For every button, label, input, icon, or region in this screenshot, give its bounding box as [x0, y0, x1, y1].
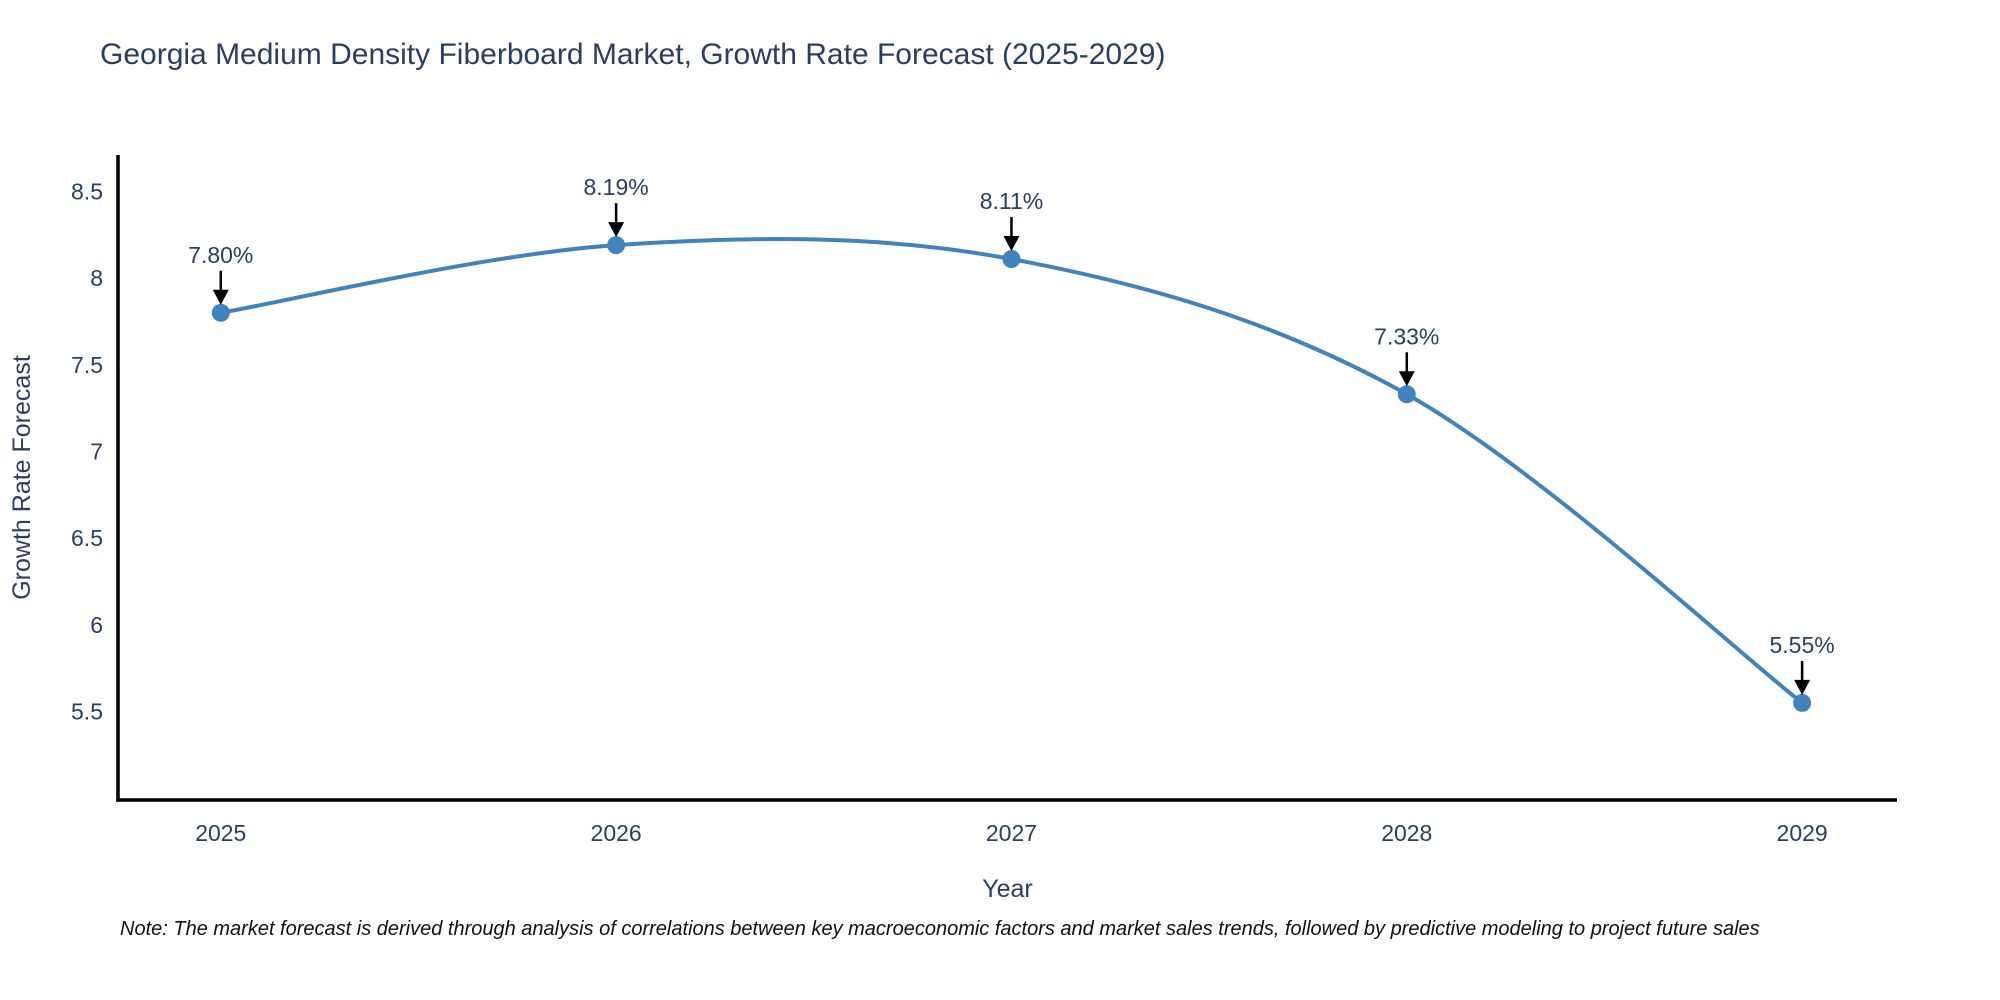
y-tick-label: 6 [90, 612, 103, 638]
annotation-label: 8.11% [980, 188, 1044, 214]
y-tick-label: 6.5 [71, 525, 103, 551]
y-tick-label: 7 [90, 438, 103, 464]
x-tick-label: 2026 [591, 820, 642, 846]
annotation-label: 5.55% [1770, 632, 1835, 658]
x-tick-label: 2025 [195, 820, 246, 846]
annotation-label: 7.33% [1374, 323, 1439, 349]
chart-title: Georgia Medium Density Fiberboard Market… [100, 38, 1166, 71]
data-point-marker [1002, 250, 1021, 269]
y-tick-label: 7.5 [71, 352, 103, 378]
annotation-arrowhead-icon [1794, 679, 1811, 695]
y-tick-label: 8 [90, 265, 103, 291]
annotation-arrowhead-icon [608, 222, 625, 238]
annotation-arrowhead-icon [1398, 371, 1415, 387]
data-point-marker [607, 236, 626, 255]
y-tick-label: 5.5 [71, 699, 103, 725]
footnote: Note: The market forecast is derived thr… [120, 918, 1760, 940]
y-axis-title: Growth Rate Forecast [8, 355, 36, 600]
x-tick-label: 2029 [1777, 820, 1828, 846]
x-tick-label: 2027 [986, 820, 1037, 846]
annotation-label: 8.19% [584, 174, 649, 200]
forecast-line [218, 237, 1805, 705]
data-point-marker [1793, 693, 1812, 712]
y-tick-label: 8.5 [71, 178, 103, 204]
annotation-arrowhead-icon [1003, 236, 1020, 252]
x-tick-label: 2028 [1381, 820, 1432, 846]
x-axis-title: Year [982, 875, 1033, 903]
data-point-marker [211, 303, 230, 322]
data-point-marker [1397, 385, 1416, 404]
annotation-arrowhead-icon [212, 289, 229, 305]
annotation-label: 7.80% [188, 242, 253, 268]
